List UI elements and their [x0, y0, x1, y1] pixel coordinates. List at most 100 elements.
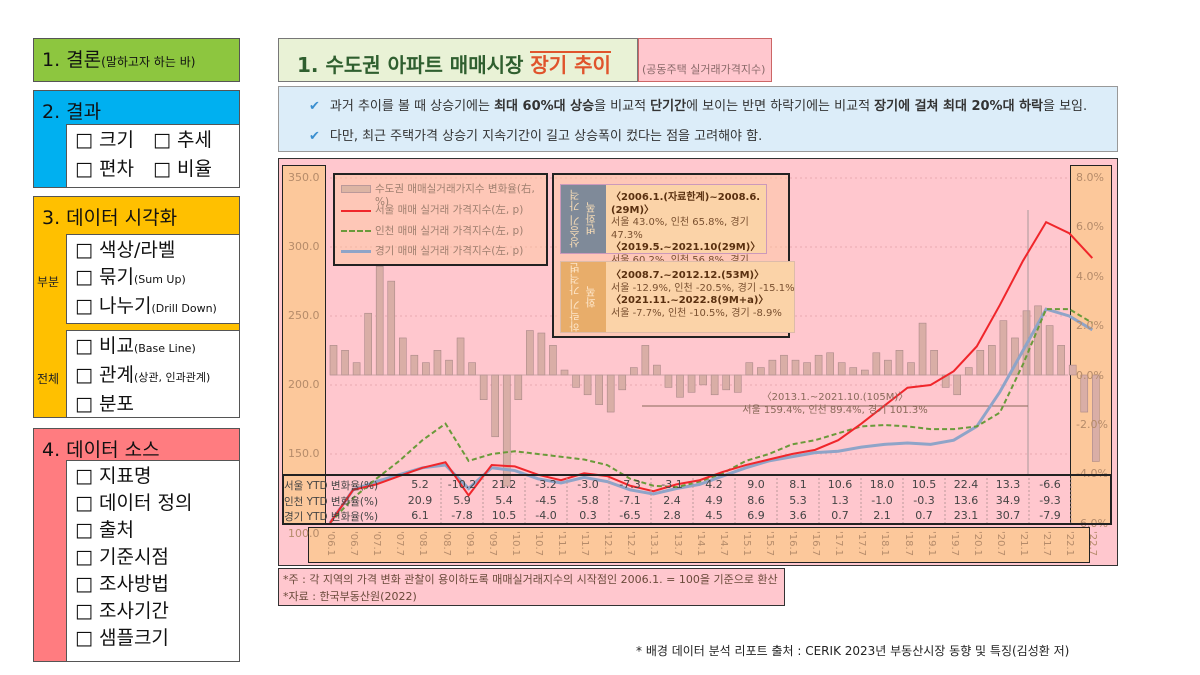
ytd-table — [282, 474, 1112, 525]
ytd-cell: -6.5 — [619, 509, 641, 522]
checkbox-indicator-name[interactable]: □ 지표명 — [75, 465, 152, 487]
bar — [422, 362, 430, 376]
bar — [479, 374, 488, 401]
ytd-cell: 10.6 — [827, 478, 853, 491]
ytd-cell: 20.9 — [407, 493, 433, 507]
x-tick-label: '16.1 — [787, 531, 798, 557]
left-tick-label: 200.0 — [288, 378, 320, 391]
legend-seoul-swatch — [341, 210, 371, 212]
checkbox-deviation[interactable]: □ 편차 — [75, 158, 134, 180]
report-subtitle: (공동주택 실거래가격지수) — [638, 38, 772, 82]
bar — [398, 337, 407, 376]
ytd-cell: 8.6 — [747, 493, 765, 507]
bar — [526, 330, 534, 376]
series-line-2 — [328, 307, 1094, 524]
ytd-cell: -3.0 — [577, 478, 599, 491]
ytd-cell: 13.3 — [995, 478, 1021, 491]
right-tick-label: 6.0% — [1076, 220, 1104, 234]
bar — [964, 367, 973, 376]
checkbox-relation[interactable]: □ 관계(상관, 인과관계) — [75, 362, 231, 391]
option-label: □ 분포 — [75, 393, 134, 415]
checkbox-ratio[interactable]: □ 비율 — [153, 158, 212, 180]
x-tick-label: '21.7 — [1041, 531, 1053, 557]
ytd-cell: -7.3 — [619, 478, 641, 491]
x-tick-label: '07.1 — [371, 531, 383, 557]
left-tick-label: 150.0 — [288, 447, 320, 460]
x-tick-label: '20.1 — [971, 531, 983, 557]
bar — [1092, 374, 1100, 462]
ytd-cell: 4.2 — [705, 478, 723, 491]
option-label: □ 나누기 — [75, 295, 152, 317]
checkbox-survey-method[interactable]: □ 조사방법 — [75, 573, 169, 595]
x-tick-label: '07.7 — [394, 531, 406, 557]
option-sub: (Sum Up) — [133, 273, 186, 286]
section-title: 1. 결론 — [42, 49, 102, 71]
x-tick-label: '22.7 — [1087, 531, 1099, 557]
section-title: 4. 데이터 소스 — [42, 439, 160, 461]
check-icon: ✔ — [309, 99, 320, 114]
checkbox-distribution[interactable]: □ 분포 — [75, 391, 231, 418]
x-tick-label: '11.1 — [556, 531, 567, 557]
chart-legend: 수도권 매매실거래가지수 변화율(右, %) 서울 매매 실거래 가격지수(左,… — [333, 173, 548, 266]
x-tick-label: '19.1 — [925, 531, 937, 557]
ytd-cell: 30.7 — [995, 509, 1021, 522]
ytd-cell: 22.4 — [953, 478, 979, 491]
checkbox-survey-period[interactable]: □ 조사기간 — [75, 600, 169, 622]
checkbox-color-label[interactable]: □ 색상/라벨 — [75, 237, 231, 264]
middle-annotation: 〈2013.1.~2021.10.(105M)〉 서울 159.4%, 인천 89… — [742, 392, 928, 416]
ytd-cell: -6.6 — [1039, 478, 1061, 491]
x-tick-label: '20.7 — [994, 531, 1006, 557]
legend-incheon-swatch — [341, 230, 371, 232]
rise-period-box: 상승기 가격변화폭 〈2006.1.(자료한계)~2008.6.(29M)〉 서울… — [560, 184, 767, 278]
right-tick-label: 4.0% — [1076, 269, 1104, 283]
checkbox-source[interactable]: □ 출처 — [75, 519, 134, 541]
section-subtitle: (말하고자 하는 바) — [101, 55, 196, 69]
bar — [907, 362, 915, 376]
partial-options: □ 색상/라벨 □ 묶기(Sum Up) □ 나누기(Drill Down) — [66, 234, 240, 324]
legend-item: 경기 매매 실거래 가격지수(左, p) — [375, 245, 524, 257]
checkbox-sample-size[interactable]: □ 샘플크기 — [75, 627, 169, 649]
bar — [375, 266, 384, 376]
ytd-cell: 6.9 — [747, 509, 765, 522]
result-options: □ 크기 □ 추세 □ 편차 □ 비율 — [66, 124, 240, 188]
x-tick-label: '10.7 — [532, 531, 544, 557]
ytd-row-label: 경기 YTD 변화율(%) — [284, 511, 379, 523]
x-tick-label: '09.1 — [463, 531, 475, 557]
checkbox-trend[interactable]: □ 추세 — [153, 129, 212, 151]
bar — [560, 369, 569, 376]
fall-label: 하락기 가격변화폭 — [561, 262, 606, 332]
ytd-cell: 2.8 — [663, 509, 681, 522]
checkbox-base-date[interactable]: □ 기준시점 — [75, 546, 169, 568]
title-text: 1. 수도권 아파트 매매시장 — [297, 53, 531, 77]
right-tick-label: -4.0% — [1076, 467, 1108, 481]
checkbox-drill-down[interactable]: □ 나누기(Drill Down) — [75, 293, 231, 322]
summary-bullet: ✔ 과거 추이를 볼 때 상승기에는 최대 60%대 상승을 비교적 단기간에 보… — [309, 99, 1088, 114]
ytd-cell: 10.5 — [491, 509, 517, 522]
ytd-cell: 9.0 — [747, 478, 765, 491]
bar — [514, 374, 523, 401]
checkbox-size[interactable]: □ 크기 — [75, 129, 134, 151]
x-tick-label: '17.7 — [856, 531, 868, 557]
bar — [1080, 374, 1089, 413]
x-tick-label: '14.1 — [694, 531, 706, 557]
bar — [826, 352, 834, 376]
ytd-cell: 5.9 — [453, 493, 471, 507]
right-axis — [1070, 165, 1112, 525]
ytd-cell: 5.2 — [411, 478, 429, 491]
checkbox-data-definition[interactable]: □ 데이터 정의 — [75, 492, 193, 514]
bar — [572, 374, 580, 388]
bar — [814, 354, 823, 376]
bar — [364, 312, 372, 376]
x-tick-label: '15.1 — [740, 531, 752, 557]
bar — [733, 374, 742, 393]
ytd-cell: -0.3 — [913, 493, 935, 507]
bar — [745, 362, 754, 376]
checkbox-compare[interactable]: □ 비교(Base Line) — [75, 333, 231, 362]
option-label: □ 묶기 — [75, 266, 134, 288]
ytd-cell: 5.4 — [495, 493, 513, 507]
bar — [549, 345, 557, 376]
legend-gyeonggi-swatch — [341, 250, 371, 253]
checkbox-sum-up[interactable]: □ 묶기(Sum Up) — [75, 264, 231, 293]
summary-bullet: ✔ 다만, 최근 주택가격 상승기 지속기간이 길고 상승폭이 컸다는 점을 고려… — [309, 129, 763, 144]
